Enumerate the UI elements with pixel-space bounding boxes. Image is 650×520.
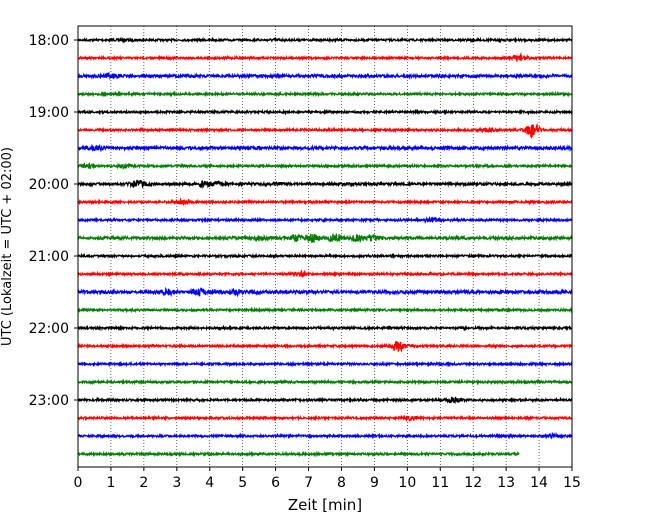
trace-2130: [77, 286, 573, 298]
trace-2245: [77, 378, 573, 386]
y-axis-label: UTC (Lokalzeit = UTC + 02:00): [0, 147, 15, 346]
trace-2045: [77, 233, 573, 244]
trace-2145: [77, 306, 573, 314]
y-tick-label: 19:00: [29, 105, 69, 121]
trace-2200: [77, 324, 573, 332]
y-tick-label: 21:00: [29, 249, 69, 265]
x-tick-label: 7: [304, 475, 313, 491]
x-tick-label: 0: [74, 475, 83, 491]
trace-2345: [77, 450, 520, 458]
x-tick-label: 1: [106, 475, 115, 491]
x-tick-label: 2: [139, 475, 148, 491]
x-tick-label: 8: [337, 475, 346, 491]
x-tick-label: 14: [530, 475, 548, 491]
x-axis-label: Zeit [min]: [288, 496, 362, 514]
x-tick-label: 13: [497, 475, 515, 491]
seismic-traces: [77, 36, 573, 458]
trace-1845: [77, 90, 573, 98]
x-tick-label: 12: [464, 475, 482, 491]
trace-1900: [77, 108, 573, 116]
x-axis-ticks: 0 1 2 3 4 5 6 7 8 9 10 11 12 13 14 15: [74, 467, 581, 491]
x-tick-label: 11: [431, 475, 449, 491]
x-tick-label: 6: [271, 475, 280, 491]
trace-1830: [77, 71, 573, 81]
trace-2000: [77, 179, 573, 190]
x-tick-label: 15: [563, 475, 581, 491]
trace-2115: [77, 269, 573, 278]
trace-2230: [77, 360, 573, 368]
trace-1800: [77, 36, 573, 44]
trace-1945: [77, 162, 573, 171]
trace-2100: [77, 252, 573, 260]
x-tick-label: 4: [205, 475, 214, 491]
plot-frame: [77, 25, 573, 468]
trace-1915: [77, 122, 573, 139]
trace-2015: [77, 197, 573, 207]
x-tick-label: 3: [172, 475, 181, 491]
y-tick-label: 20:00: [29, 177, 69, 193]
y-tick-label: 23:00: [29, 393, 69, 409]
trace-1815: [77, 51, 573, 62]
x-tick-label: 9: [370, 475, 379, 491]
trace-2300: [77, 396, 573, 405]
trace-2030: [77, 215, 573, 224]
trace-1930: [77, 143, 573, 153]
x-tick-label: 10: [398, 475, 416, 491]
y-axis-ticks: 18:00 19:00 20:00 21:00 22:00 23:00: [29, 33, 78, 409]
y-tick-label: 18:00: [29, 33, 69, 49]
trace-2315: [77, 414, 573, 422]
x-tick-label: 5: [238, 475, 247, 491]
trace-2215: [77, 341, 573, 353]
y-tick-label: 22:00: [29, 321, 69, 337]
trace-2330: [77, 431, 573, 440]
